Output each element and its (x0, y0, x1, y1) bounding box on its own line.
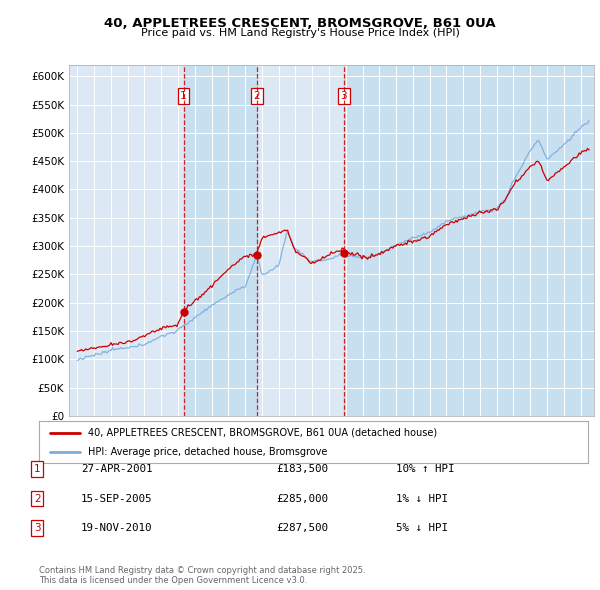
Text: £285,000: £285,000 (276, 494, 328, 503)
Text: 40, APPLETREES CRESCENT, BROMSGROVE, B61 0UA: 40, APPLETREES CRESCENT, BROMSGROVE, B61… (104, 17, 496, 30)
Text: Price paid vs. HM Land Registry's House Price Index (HPI): Price paid vs. HM Land Registry's House … (140, 28, 460, 38)
Text: £287,500: £287,500 (276, 523, 328, 533)
Text: £183,500: £183,500 (276, 464, 328, 474)
Text: 2: 2 (254, 91, 260, 101)
Text: 15-SEP-2005: 15-SEP-2005 (81, 494, 152, 503)
Bar (344, 65, 594, 416)
Text: 2: 2 (34, 494, 41, 503)
Text: 19-NOV-2010: 19-NOV-2010 (81, 523, 152, 533)
Text: HPI: Average price, detached house, Bromsgrove: HPI: Average price, detached house, Brom… (88, 447, 328, 457)
Text: Contains HM Land Registry data © Crown copyright and database right 2025.
This d: Contains HM Land Registry data © Crown c… (39, 566, 365, 585)
Text: 3: 3 (340, 91, 347, 101)
Text: 3: 3 (34, 523, 41, 533)
Point (252, 250, 262, 259)
Text: 1: 1 (180, 91, 187, 101)
Bar (184, 65, 257, 416)
Point (179, 307, 188, 317)
Text: 10% ↑ HPI: 10% ↑ HPI (396, 464, 455, 474)
Text: 40, APPLETREES CRESCENT, BROMSGROVE, B61 0UA (detached house): 40, APPLETREES CRESCENT, BROMSGROVE, B61… (88, 428, 437, 438)
Text: 1% ↓ HPI: 1% ↓ HPI (396, 494, 448, 503)
Text: 5% ↓ HPI: 5% ↓ HPI (396, 523, 448, 533)
Point (339, 248, 349, 258)
Text: 1: 1 (34, 464, 41, 474)
Text: 27-APR-2001: 27-APR-2001 (81, 464, 152, 474)
